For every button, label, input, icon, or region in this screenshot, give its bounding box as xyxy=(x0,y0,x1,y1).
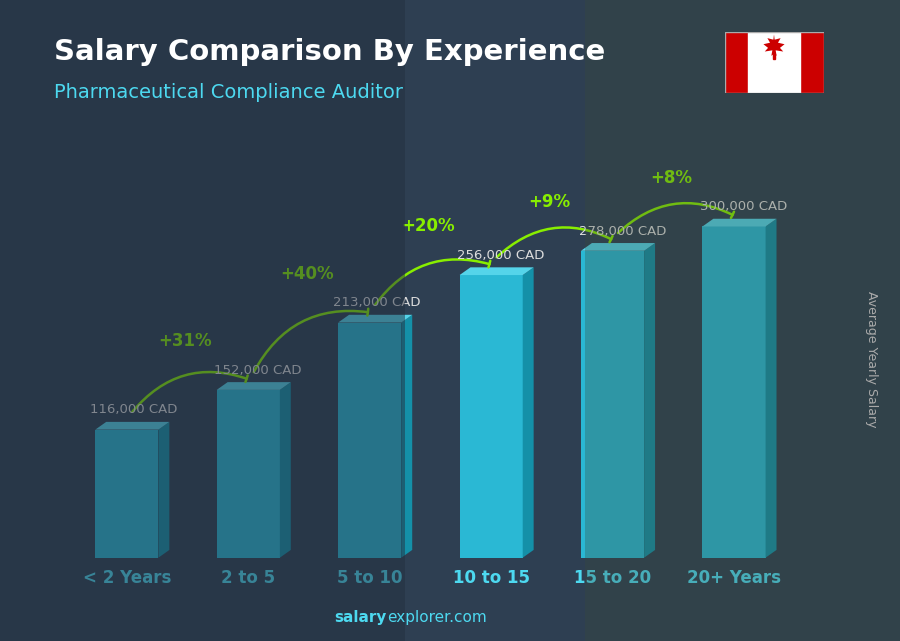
Bar xyxy=(800,32,824,93)
Text: +20%: +20% xyxy=(401,217,455,235)
Polygon shape xyxy=(581,243,655,251)
Text: +40%: +40% xyxy=(280,265,334,283)
Polygon shape xyxy=(95,429,158,558)
Polygon shape xyxy=(460,267,534,275)
Text: Average Yearly Salary: Average Yearly Salary xyxy=(865,291,878,427)
Text: +8%: +8% xyxy=(650,169,692,187)
Polygon shape xyxy=(766,219,777,558)
Polygon shape xyxy=(523,267,534,558)
Bar xyxy=(585,0,900,641)
Text: 256,000 CAD: 256,000 CAD xyxy=(457,249,544,262)
Text: +31%: +31% xyxy=(158,332,212,350)
Polygon shape xyxy=(280,382,291,558)
Polygon shape xyxy=(460,275,523,558)
Text: 152,000 CAD: 152,000 CAD xyxy=(214,363,302,377)
Polygon shape xyxy=(702,219,777,226)
Bar xyxy=(0,0,405,641)
Polygon shape xyxy=(338,322,401,558)
Polygon shape xyxy=(95,422,169,429)
Polygon shape xyxy=(217,390,280,558)
Polygon shape xyxy=(702,226,766,558)
Text: 116,000 CAD: 116,000 CAD xyxy=(90,403,178,417)
Text: Pharmaceutical Compliance Auditor: Pharmaceutical Compliance Auditor xyxy=(54,83,403,103)
Polygon shape xyxy=(644,243,655,558)
Text: 213,000 CAD: 213,000 CAD xyxy=(333,296,421,309)
Text: explorer.com: explorer.com xyxy=(387,610,487,625)
Polygon shape xyxy=(217,382,291,390)
Text: 278,000 CAD: 278,000 CAD xyxy=(579,224,666,238)
Polygon shape xyxy=(158,422,169,558)
PathPatch shape xyxy=(763,35,785,56)
Text: Salary Comparison By Experience: Salary Comparison By Experience xyxy=(54,38,605,67)
Polygon shape xyxy=(338,315,412,322)
Text: +9%: +9% xyxy=(528,193,571,211)
Polygon shape xyxy=(401,315,412,558)
Bar xyxy=(773,54,775,60)
Bar xyxy=(748,32,800,93)
Text: salary: salary xyxy=(335,610,387,625)
Text: 300,000 CAD: 300,000 CAD xyxy=(700,200,788,213)
Bar xyxy=(724,32,748,93)
Polygon shape xyxy=(581,251,644,558)
